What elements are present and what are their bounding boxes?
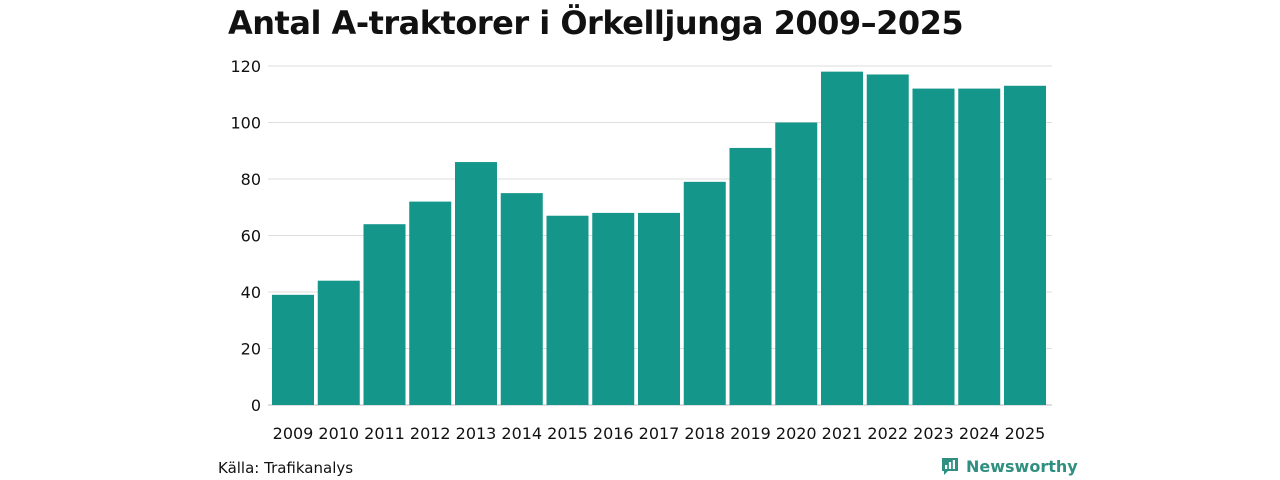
brand-name: Newsworthy	[966, 456, 1078, 476]
bar-2025	[1004, 85, 1046, 406]
bar-2010	[317, 280, 360, 405]
newsworthy-logo-icon	[942, 458, 958, 475]
x-tick-label: 2025	[1005, 424, 1046, 443]
x-tick-label: 2021	[822, 424, 863, 443]
bar-2016	[592, 212, 635, 405]
x-tick-label: 2015	[547, 424, 588, 443]
bar-2019	[729, 147, 772, 406]
source-note: Källa: Trafikanalys	[218, 459, 354, 477]
x-tick-label: 2012	[410, 424, 451, 443]
bar-2014	[500, 193, 543, 405]
x-tick-label: 2010	[318, 424, 359, 443]
x-tick-label: 2019	[730, 424, 771, 443]
bar-2013	[455, 162, 497, 405]
chart-title: Antal A-traktorer i Örkelljunga 2009–202…	[228, 4, 964, 42]
bar-2015	[546, 215, 589, 405]
y-tick-label: 0	[251, 396, 261, 415]
bar-2018	[683, 181, 726, 405]
x-tick-label: 2023	[913, 424, 954, 443]
bar-2017	[638, 212, 680, 405]
y-tick-label: 20	[241, 340, 261, 359]
bar-2021	[821, 71, 863, 406]
bar-2022	[866, 74, 909, 405]
brand-logo: Newsworthy	[940, 456, 1078, 476]
x-tick-label: 2014	[501, 424, 542, 443]
x-tick-label: 2009	[273, 424, 314, 443]
x-tick-label: 2018	[684, 424, 725, 443]
x-tick-label: 2016	[593, 424, 634, 443]
x-tick-label: 2024	[959, 424, 1000, 443]
x-tick-label: 2017	[639, 424, 680, 443]
x-tick-label: 2011	[364, 424, 405, 443]
y-tick-label: 120	[230, 57, 261, 76]
x-tick-label: 2013	[456, 424, 497, 443]
bar-2009	[272, 294, 314, 405]
bar-2012	[409, 201, 452, 405]
y-tick-label: 100	[230, 114, 261, 133]
x-tick-label: 2020	[776, 424, 817, 443]
bar-2023	[912, 88, 955, 405]
y-tick-label: 80	[241, 170, 261, 189]
bar-2024	[958, 88, 1001, 405]
x-tick-label: 2022	[867, 424, 908, 443]
y-tick-label: 60	[241, 227, 261, 246]
bar-2020	[775, 122, 818, 405]
bar-2011	[363, 224, 406, 405]
y-tick-label: 40	[241, 283, 261, 302]
